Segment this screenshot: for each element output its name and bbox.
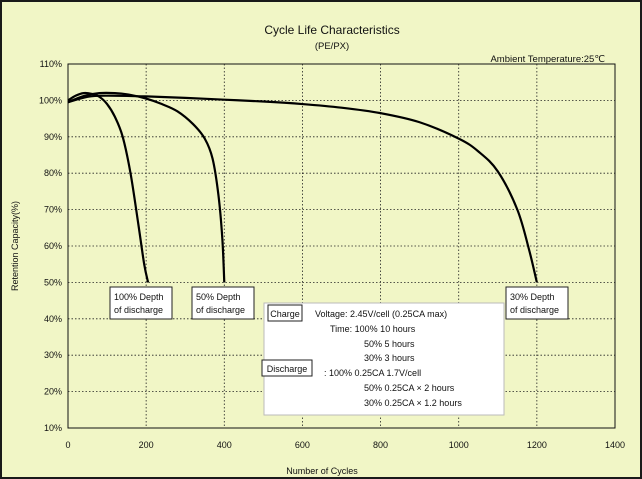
y-tick-labels: 10% 20% 30% 40% 50% 60% 70% 80% 90% 100% 110% [39,59,62,433]
x-tick-label: 400 [217,440,232,450]
x-tick-label: 1000 [449,440,469,450]
ambient-temperature-note: Ambient Temperature:25℃ [490,54,605,65]
condition-line: Voltage: 2.45V/cell (0.25CA max) [315,309,447,319]
conditions-panel [263,302,505,416]
y-tick-label: 30% [44,350,62,360]
series-label-dod-100: 100% Depth of discharge [114,292,164,315]
discharge-label-box [261,359,313,377]
charge-label-box [267,304,303,322]
plot-area [67,63,616,429]
chart-subtitle: (PE/PX) [315,41,349,52]
x-tick-labels: 0 200 400 600 800 1000 1200 1400 [65,440,625,450]
series-label-dod-30: 30% Depth of discharge [510,292,559,315]
y-tick-label: 80% [44,168,62,178]
condition-line: 30% 3 hours [364,353,415,363]
series-label-dod-50: 50% Depth of discharge [196,292,245,315]
series-curves [67,91,538,283]
chart-title: Cycle Life Characteristics [264,23,399,37]
x-tick-label: 600 [295,440,310,450]
charge-label: Charge [270,309,300,319]
series-label-box [505,286,569,320]
series-line-dod-50 [67,91,226,283]
y-tick-label: 50% [44,277,62,287]
discharge-label: Discharge [267,364,308,374]
y-tick-label: 60% [44,241,62,251]
y-tick-label: 100% [39,95,62,105]
y-tick-label: 40% [44,314,62,324]
condition-line: 30% 0.25CA × 1.2 hours [364,398,462,408]
series-line-dod-100 [67,91,150,283]
condition-line: : 100% 0.25CA 1.7V/cell [324,368,421,378]
y-tick-label: 70% [44,205,62,215]
y-tick-label: 90% [44,132,62,142]
series-line-dod-30 [67,94,538,283]
x-axis-label: Number of Cycles [286,466,358,476]
condition-line: 50% 5 hours [364,339,415,349]
condition-line: Time: 100% 10 hours [330,324,416,334]
y-axis-label: Retention Capacity(%) [10,201,20,291]
x-tick-label: 0 [65,440,70,450]
y-tick-label: 20% [44,387,62,397]
x-tick-label: 1200 [527,440,547,450]
condition-line: 50% 0.25CA × 2 hours [364,383,455,393]
x-tick-label: 200 [139,440,154,450]
x-tick-label: 800 [373,440,388,450]
series-label-box [191,286,255,320]
series-labels: 100% Depth of discharge 50% Depth of discha… [109,286,569,320]
series-label-box [109,286,173,320]
y-tick-label: 110% [40,59,62,69]
x-tick-label: 1400 [605,440,625,450]
y-tick-label: 10% [44,423,62,433]
